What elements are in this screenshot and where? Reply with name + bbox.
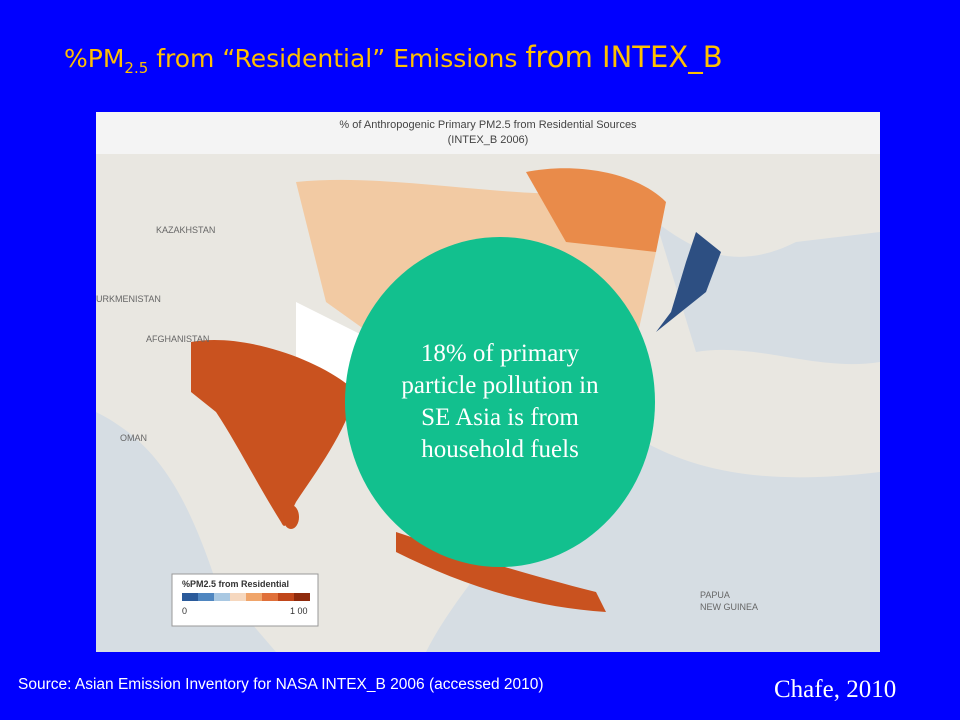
country-label: KAZAKHSTAN [156, 225, 215, 235]
map-title: (INTEX_B 2006) [448, 134, 529, 146]
india-region [191, 340, 356, 526]
legend: %PM2.5 from Residential 0 1 00 [171, 573, 319, 627]
northeast-region [526, 168, 666, 252]
credit: Chafe, 2010 [774, 676, 897, 703]
callout-text: 18% of primary particle pollution in SE … [401, 340, 599, 463]
legend-min: 0 [182, 606, 187, 616]
map-header [96, 112, 880, 154]
legend-swatch [262, 593, 278, 601]
map: % of Anthropogenic Primary PM2.5 from Re… [96, 112, 880, 652]
legend-swatch [214, 593, 230, 601]
legend-swatch [294, 593, 310, 601]
title-text: %PM [64, 44, 125, 73]
country-label: URKMENISTAN [96, 294, 161, 304]
title-text: from “Residential” Emissions [148, 44, 526, 73]
legend-swatch [246, 593, 262, 601]
japan-region [656, 232, 721, 332]
slide-title: %PM2.5 from “Residential” Emissions from… [64, 40, 723, 77]
sri-lanka [283, 505, 299, 529]
map-title: % of Anthropogenic Primary PM2.5 from Re… [339, 119, 637, 131]
title-subscript: 2.5 [124, 59, 149, 77]
source: Source: Asian Emission Inventory for NAS… [18, 676, 544, 693]
legend-swatch [278, 593, 294, 601]
country-label: PAPUA [700, 590, 730, 600]
country-label: AFGHANISTAN [146, 334, 209, 344]
country-label: OMAN [120, 433, 147, 443]
country-label: NEW GUINEA [700, 602, 758, 612]
legend-swatch [182, 593, 198, 601]
callout: 18% of primary particle pollution in SE … [345, 237, 655, 567]
legend-swatch [230, 593, 246, 601]
title-text: from INTEX_B [525, 40, 723, 74]
legend-max: 1 00 [290, 606, 308, 616]
legend-title: %PM2.5 from Residential [182, 579, 289, 589]
legend-swatch [198, 593, 214, 601]
sea [96, 412, 276, 652]
